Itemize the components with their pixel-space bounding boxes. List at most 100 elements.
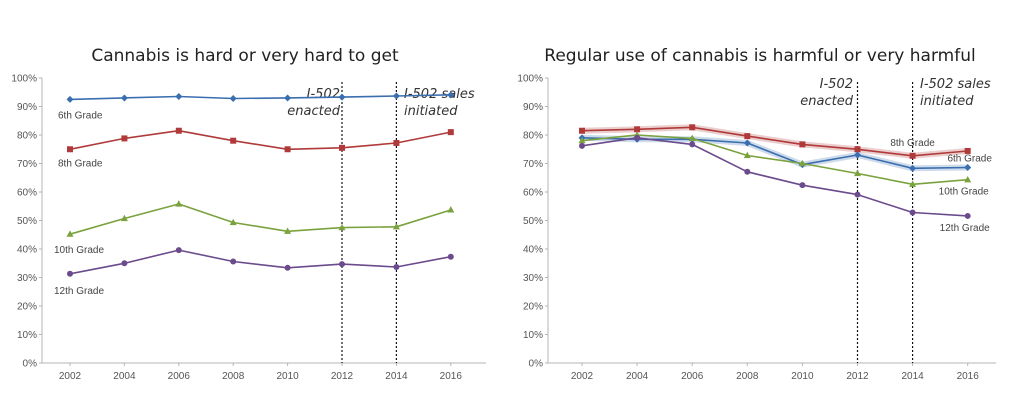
series-10th-grade: 10th Grade bbox=[578, 131, 989, 198]
data-point bbox=[744, 168, 751, 175]
data-point bbox=[447, 253, 454, 260]
data-point bbox=[66, 95, 74, 103]
data-point bbox=[338, 93, 346, 101]
data-point bbox=[689, 124, 696, 131]
series-line bbox=[69, 249, 451, 275]
annotation-text: I-502 bbox=[307, 87, 340, 102]
data-point bbox=[393, 139, 400, 146]
data-point bbox=[744, 133, 751, 140]
data-point bbox=[230, 258, 237, 265]
series-8th-grade: 8th Grade bbox=[579, 124, 971, 159]
x-tick-label: 2012 bbox=[846, 371, 869, 382]
series-label: 8th Grade bbox=[890, 138, 935, 149]
y-tick-label: 10% bbox=[17, 330, 37, 341]
data-point bbox=[229, 95, 237, 103]
data-point bbox=[743, 151, 751, 159]
series-6th-grade: 6th Grade bbox=[58, 91, 455, 121]
annotation-text: initiated bbox=[404, 104, 458, 119]
data-point bbox=[909, 164, 917, 172]
data-point bbox=[447, 91, 455, 99]
data-point bbox=[175, 200, 183, 207]
data-point bbox=[229, 218, 237, 226]
series-label: 10th Grade bbox=[939, 187, 989, 198]
data-point bbox=[120, 214, 128, 222]
data-point bbox=[964, 147, 971, 154]
annotation-text: initiated bbox=[920, 94, 974, 109]
x-tick-label: 2014 bbox=[901, 371, 924, 382]
data-point bbox=[578, 136, 586, 144]
x-tick-label: 2008 bbox=[736, 371, 759, 382]
y-tick-label: 90% bbox=[523, 102, 543, 113]
data-point bbox=[799, 141, 806, 148]
series-label: 10th Grade bbox=[54, 245, 104, 256]
chart-title: Cannabis is hard or very hard to get bbox=[91, 46, 399, 66]
data-point bbox=[854, 151, 861, 159]
x-tick-label: 2010 bbox=[791, 371, 814, 382]
y-tick-label: 80% bbox=[17, 131, 37, 142]
series-12th-grade: 12th Grade bbox=[579, 134, 990, 234]
series-line bbox=[69, 203, 452, 235]
data-point bbox=[579, 142, 585, 149]
y-tick-label: 60% bbox=[17, 188, 37, 199]
series-line bbox=[581, 126, 968, 157]
data-point bbox=[121, 135, 128, 142]
y-tick-label: 40% bbox=[17, 245, 37, 256]
series-label: 12th Grade bbox=[940, 223, 990, 234]
y-tick-label: 100% bbox=[517, 74, 543, 85]
data-point bbox=[798, 159, 806, 167]
y-tick-label: 70% bbox=[17, 159, 37, 170]
x-tick-label: 2008 bbox=[222, 371, 245, 382]
series-label: 6th Grade bbox=[58, 110, 103, 121]
data-point bbox=[284, 146, 291, 153]
data-point bbox=[67, 146, 73, 153]
chart-title: Regular use of cannabis is harmful or ve… bbox=[544, 46, 975, 66]
data-point bbox=[447, 129, 454, 136]
annotation-text: enacted bbox=[287, 104, 340, 119]
series-line bbox=[581, 134, 968, 186]
data-point bbox=[964, 212, 971, 219]
y-tick-label: 100% bbox=[11, 74, 37, 85]
data-point bbox=[338, 223, 346, 231]
y-tick-label: 90% bbox=[17, 102, 37, 113]
data-point bbox=[392, 92, 400, 100]
series-line bbox=[69, 129, 451, 151]
data-point bbox=[284, 94, 292, 102]
y-tick-label: 20% bbox=[17, 302, 37, 313]
data-point bbox=[175, 127, 182, 134]
annotation-text: I-502 sales bbox=[920, 77, 991, 92]
x-tick-label: 2004 bbox=[113, 371, 136, 382]
x-tick-label: 2014 bbox=[385, 371, 408, 382]
data-point bbox=[743, 139, 751, 147]
annotation-text: I-502 bbox=[820, 77, 853, 92]
y-tick-label: 80% bbox=[523, 131, 543, 142]
y-tick-label: 30% bbox=[523, 273, 543, 284]
y-tick-label: 70% bbox=[523, 159, 543, 170]
data-point bbox=[121, 260, 128, 267]
series-label: 8th Grade bbox=[58, 158, 103, 169]
x-tick-label: 2002 bbox=[59, 371, 82, 382]
data-point bbox=[579, 127, 585, 134]
y-tick-label: 40% bbox=[523, 245, 543, 256]
series-8th-grade: 8th Grade bbox=[58, 127, 454, 169]
annotation-text: enacted bbox=[800, 94, 853, 109]
data-point bbox=[284, 227, 292, 234]
y-tick-label: 20% bbox=[523, 302, 543, 313]
series-line bbox=[581, 137, 968, 217]
x-tick-label: 2016 bbox=[440, 371, 463, 382]
y-tick-label: 50% bbox=[523, 216, 543, 227]
y-tick-label: 30% bbox=[17, 273, 37, 284]
y-tick-label: 60% bbox=[523, 188, 543, 199]
data-point bbox=[909, 209, 916, 216]
data-point bbox=[175, 247, 182, 254]
data-point bbox=[634, 134, 641, 141]
data-point bbox=[67, 270, 73, 277]
data-point bbox=[175, 93, 183, 101]
data-point bbox=[909, 180, 917, 187]
x-tick-label: 2012 bbox=[331, 371, 354, 382]
series-label: 6th Grade bbox=[947, 153, 992, 164]
series-10th-grade: 10th Grade bbox=[54, 200, 455, 256]
data-point bbox=[284, 264, 291, 271]
x-tick-label: 2016 bbox=[957, 371, 980, 382]
data-point bbox=[854, 146, 861, 153]
